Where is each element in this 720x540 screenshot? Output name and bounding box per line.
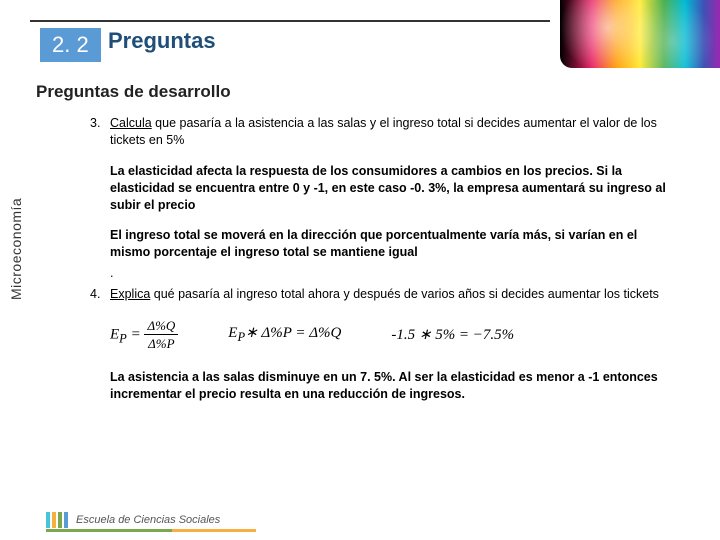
bar-2 [52, 512, 56, 528]
footer-color-bars [46, 512, 68, 528]
formula-ep: EP = Δ%QΔ%P [110, 317, 178, 353]
q4-underlined: Explica [110, 287, 150, 301]
bar-3 [58, 512, 62, 528]
paragraph-elasticity: La elasticidad afecta la respuesta de lo… [90, 163, 670, 214]
formula-row: EP = Δ%QΔ%P EP∗ Δ%P = Δ%Q -1.5 ∗ 5% = −7… [90, 317, 670, 353]
footer-text: Escuela de Ciencias Sociales [76, 514, 220, 526]
question-number: 3. [90, 115, 110, 149]
ep-label: E [110, 326, 119, 342]
frac-bot: Δ%P [145, 335, 177, 353]
footer-logo: Escuela de Ciencias Sociales [46, 512, 220, 528]
ep-sub: P [119, 331, 127, 345]
section-number-badge: 2. 2 [40, 28, 101, 62]
question-number: 4. [90, 286, 110, 303]
frac-top: Δ%Q [144, 317, 178, 336]
q3-rest: que pasaría a la asistencia a las salas … [110, 116, 657, 147]
bar-4 [64, 512, 68, 528]
content-body: 3. Calcula que pasaría a la asistencia a… [90, 115, 670, 417]
footer-underline [46, 529, 256, 532]
decorative-spectrum-image [560, 0, 720, 68]
bar-1 [46, 512, 50, 528]
paragraph-total-income: El ingreso total se moverá en la direcci… [90, 227, 670, 261]
q3-underlined: Calcula [110, 116, 152, 130]
question-4: 4. Explica qué pasaría al ingreso total … [90, 286, 670, 303]
question-text: Calcula que pasaría a la asistencia a la… [110, 115, 670, 149]
fraction: Δ%QΔ%P [144, 317, 178, 353]
conclusion: La asistencia a las salas disminuye en u… [90, 369, 670, 403]
sidebar-vertical-label: Microeconomía [8, 198, 24, 300]
question-text: Explica qué pasaría al ingreso total aho… [110, 286, 670, 303]
section-subtitle: Preguntas de desarrollo [36, 82, 231, 102]
section-title: Preguntas [108, 28, 216, 54]
header-rule [30, 20, 550, 22]
question-3: 3. Calcula que pasaría a la asistencia a… [90, 115, 670, 149]
dot-line: . [90, 265, 670, 282]
ep-eq: = [127, 326, 145, 342]
formula-mid: EP∗ Δ%P = Δ%Q [228, 323, 341, 346]
mid-sub: P [237, 330, 245, 344]
mid-rest: ∗ Δ%P = Δ%Q [245, 325, 341, 341]
formula-calc: -1.5 ∗ 5% = −7.5% [391, 325, 514, 345]
q4-rest: qué pasaría al ingreso total ahora y des… [150, 287, 659, 301]
